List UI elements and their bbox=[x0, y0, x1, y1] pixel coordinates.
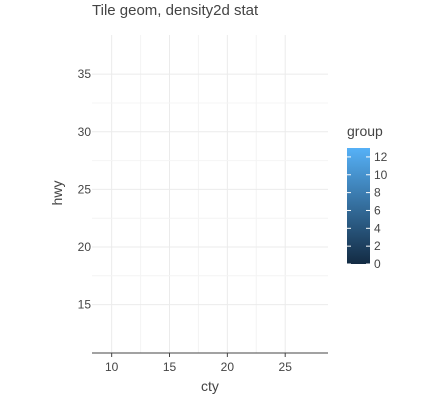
legend-tick-label: 0 bbox=[374, 257, 381, 271]
x-axis-title: cty bbox=[201, 378, 219, 394]
x-tick-label: 15 bbox=[163, 360, 177, 374]
legend-ticks: 0 2 4 6 8 10 12 bbox=[347, 150, 388, 271]
x-tick-label: 10 bbox=[105, 360, 119, 374]
y-axis: 15 20 25 30 35 bbox=[78, 67, 92, 311]
x-axis: 10 15 20 25 bbox=[92, 352, 328, 374]
y-axis-title: hwy bbox=[49, 181, 65, 206]
legend-title: group bbox=[347, 123, 383, 139]
legend: group 0 2 4 6 8 10 12 bbox=[347, 123, 388, 271]
legend-tick-label: 8 bbox=[374, 186, 381, 200]
y-tick-label: 25 bbox=[78, 182, 92, 196]
y-tick-label: 35 bbox=[78, 67, 92, 81]
y-tick-label: 15 bbox=[78, 298, 92, 312]
x-tick-label: 25 bbox=[279, 360, 293, 374]
legend-tick-label: 6 bbox=[374, 203, 381, 217]
chart-title: Tile geom, density2d stat bbox=[92, 2, 259, 19]
x-tick-label: 20 bbox=[221, 360, 235, 374]
y-tick-label: 30 bbox=[78, 125, 92, 139]
grid-lines bbox=[92, 35, 328, 353]
y-tick-label: 20 bbox=[78, 240, 92, 254]
legend-tick-label: 4 bbox=[374, 221, 381, 235]
legend-tick-label: 12 bbox=[374, 150, 388, 164]
legend-colorbar bbox=[347, 148, 370, 264]
legend-tick-label: 2 bbox=[374, 239, 381, 253]
legend-tick-label: 10 bbox=[374, 168, 388, 182]
